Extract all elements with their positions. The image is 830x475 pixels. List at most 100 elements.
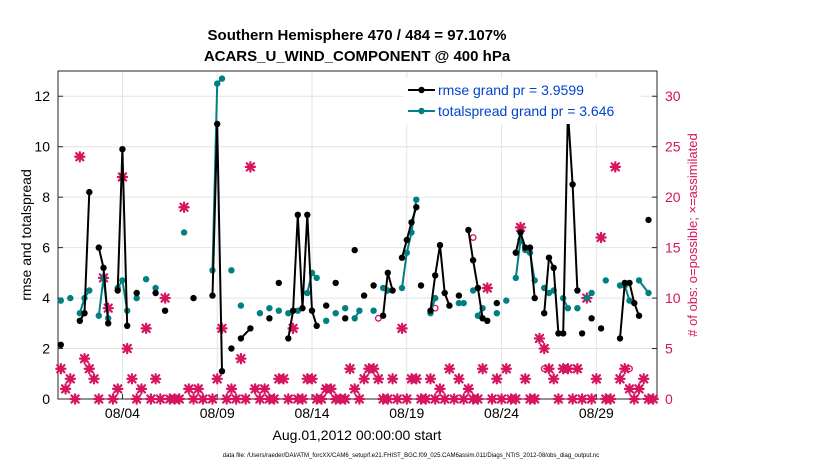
obs-possible-marker xyxy=(374,314,382,322)
y-tick-label-right: 15 xyxy=(665,240,681,256)
legend-label-totalspread: totalspread grand pr = 3.646 xyxy=(438,103,615,119)
rmse-point xyxy=(289,307,297,314)
y-tick-label-right: 5 xyxy=(665,341,673,357)
totalspread-point xyxy=(67,294,74,302)
obs-assimilated-marker xyxy=(211,373,223,385)
rmse-point xyxy=(360,292,368,299)
obs-assimilated-marker xyxy=(306,373,318,385)
rmse-point xyxy=(266,315,273,322)
obs-assimilated-marker xyxy=(438,393,451,405)
y-tick-label-right: 25 xyxy=(665,139,681,155)
obs-assimilated-marker xyxy=(552,393,565,405)
rmse-point xyxy=(432,272,439,279)
obs-assimilated-marker xyxy=(93,393,105,405)
rmse-point xyxy=(408,219,415,226)
x-tick-label: 08/19 xyxy=(389,405,424,421)
obs-assimilated-marker xyxy=(121,342,133,355)
obs-assimilated-marker xyxy=(372,373,385,385)
x-axis-label: Aug.01,2012 00:00:00 start xyxy=(273,427,442,443)
totalspread-point xyxy=(583,294,591,302)
totalspread-point xyxy=(602,277,609,284)
rmse-point xyxy=(351,246,358,254)
obs-assimilated-marker xyxy=(604,393,617,405)
obs-assimilated-marker xyxy=(619,363,631,375)
obs-assimilated-marker xyxy=(78,352,91,365)
obs-assimilated-marker xyxy=(547,373,560,385)
totalspread-point xyxy=(119,277,126,284)
obs-assimilated-marker xyxy=(462,383,475,395)
rmse-point xyxy=(436,241,444,249)
obs-assimilated-marker xyxy=(491,373,503,385)
totalspread-point xyxy=(214,80,221,87)
totalspread-point xyxy=(545,289,553,297)
obs-assimilated-marker xyxy=(391,393,404,405)
totalspread-point xyxy=(285,310,292,317)
totalspread-point xyxy=(256,310,264,317)
y-tick-label-right: 10 xyxy=(665,290,681,306)
totalspread-point xyxy=(356,307,363,314)
obs-assimilated-marker xyxy=(325,383,337,395)
obs-assimilated-marker xyxy=(647,393,659,405)
y-tick-label-left: 4 xyxy=(42,290,50,306)
totalspread-point xyxy=(351,315,358,322)
rmse-line-segment xyxy=(401,206,418,258)
chart-title-line1: Southern Hemisphere 470 / 484 = 97.107% xyxy=(208,27,507,44)
obs-assimilated-marker xyxy=(296,393,309,405)
obs-assimilated-marker xyxy=(107,393,119,405)
obs-assimilated-marker xyxy=(239,393,252,405)
obs-assimilated-marker xyxy=(277,373,290,385)
rmse-point xyxy=(522,244,529,251)
rmse-point xyxy=(484,317,491,324)
obs-assimilated-marker xyxy=(282,393,295,405)
rmse-point xyxy=(541,310,548,317)
rmse-point xyxy=(550,264,557,271)
y-axis-label-right: # of obs: o=possible; ×=assimilated xyxy=(685,133,700,336)
obs-assimilated-marker xyxy=(386,373,399,385)
obs-assimilated-marker xyxy=(585,393,598,405)
totalspread-point xyxy=(460,299,467,307)
obs-assimilated-marker xyxy=(382,393,394,405)
obs-assimilated-marker xyxy=(353,393,366,405)
obs-assimilated-marker xyxy=(628,393,640,405)
y-tick-label-left: 8 xyxy=(42,189,50,205)
totalspread-point xyxy=(503,297,510,304)
obs-assimilated-marker xyxy=(83,363,95,375)
totalspread-point xyxy=(574,305,581,312)
rmse-point xyxy=(531,294,538,302)
obs-assimilated-marker xyxy=(510,393,522,405)
obs-assimilated-marker xyxy=(538,342,550,355)
totalspread-point xyxy=(645,289,652,297)
obs-assimilated-marker xyxy=(367,363,380,375)
totalspread-point xyxy=(588,289,595,297)
obs-possible-marker xyxy=(540,365,548,373)
rmse-point xyxy=(645,216,652,224)
totalspread-point xyxy=(370,307,377,314)
rmse-point xyxy=(389,287,396,294)
obs-assimilated-marker xyxy=(472,393,484,405)
totalspread-point xyxy=(403,249,410,256)
totalspread-point xyxy=(218,75,226,82)
obs-assimilated-marker xyxy=(315,393,328,405)
rmse-point xyxy=(105,320,112,327)
rmse-point xyxy=(313,322,320,329)
rmse-point xyxy=(190,294,197,302)
rmse-point xyxy=(413,204,420,211)
totalspread-point xyxy=(142,276,150,283)
x-tick-label: 08/09 xyxy=(200,405,235,421)
rmse-point xyxy=(384,269,391,276)
obs-assimilated-marker xyxy=(623,383,636,395)
rmse-point xyxy=(119,146,126,153)
legend-box xyxy=(404,78,641,124)
rmse-point xyxy=(133,289,140,297)
x-tick-label: 08/14 xyxy=(294,405,329,421)
rmse-point xyxy=(95,244,103,251)
rmse-point xyxy=(545,254,553,261)
obs-assimilated-marker xyxy=(178,201,190,213)
rmse-point xyxy=(441,289,448,297)
obs-assimilated-marker xyxy=(225,383,238,395)
rmse-point xyxy=(469,257,477,264)
rmse-point xyxy=(569,181,576,188)
totalspread-point xyxy=(313,274,320,282)
rmse-point xyxy=(218,368,226,375)
obs-assimilated-marker xyxy=(159,292,171,304)
